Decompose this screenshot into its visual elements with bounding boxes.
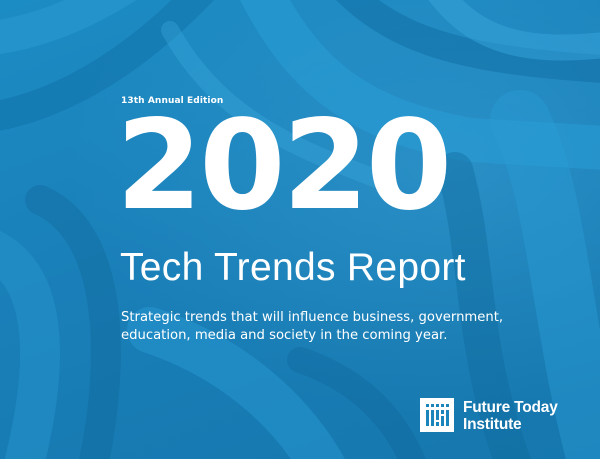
report-title: Tech Trends Report <box>120 246 466 289</box>
brand-name: Future Today Institute <box>463 399 558 433</box>
report-year: 2020 <box>116 94 452 238</box>
edition-label: 13th Annual Edition <box>121 96 224 106</box>
brand-name-line: Institute <box>463 416 522 433</box>
brand-logo: Future Today Institute <box>420 398 590 438</box>
brand-name-line: Future Today <box>463 399 558 416</box>
tagline-line: Strategic trends that will influence bus… <box>121 310 504 325</box>
tagline-line: education, media and society in the comi… <box>121 328 448 343</box>
future-today-institute-logo-icon <box>420 398 454 432</box>
tagline: Strategic trends that will influence bus… <box>121 309 511 345</box>
